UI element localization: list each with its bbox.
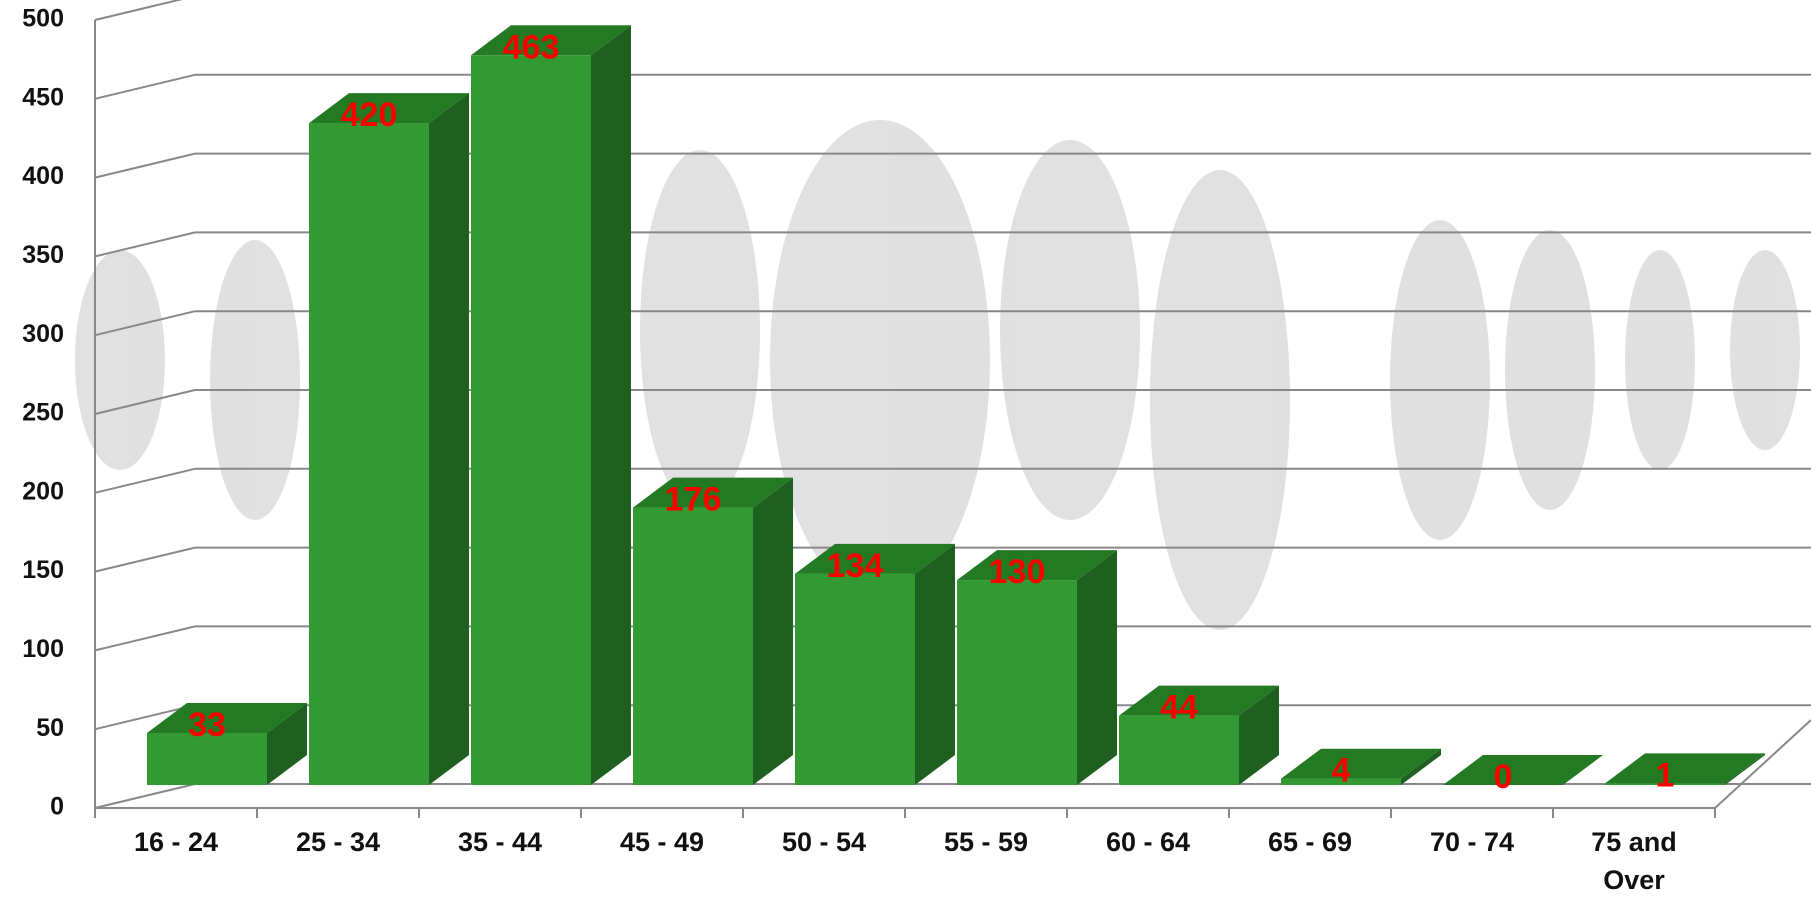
y-tick-label: 250 <box>22 399 64 427</box>
value-label: 134 <box>827 547 884 585</box>
bar-top <box>1119 685 1279 716</box>
bar <box>633 477 793 785</box>
bar-side <box>915 543 955 785</box>
grid-line-side <box>94 73 196 100</box>
grid-line-side <box>94 231 196 258</box>
x-tick-label: 75 and Over <box>1591 827 1677 895</box>
x-tick-label: 60 - 64 <box>1105 827 1191 857</box>
grid-line-side <box>94 625 196 652</box>
x-tick-label: 45 - 49 <box>619 827 705 857</box>
value-label: 1 <box>1656 756 1675 794</box>
bar <box>1443 755 1603 785</box>
x-tick-label: 50 - 54 <box>781 827 867 857</box>
bar-top <box>471 25 631 56</box>
bar-front <box>957 580 1077 785</box>
bar-front <box>471 55 591 785</box>
bar-top <box>309 93 469 124</box>
value-label: 463 <box>503 28 560 66</box>
bar-front <box>147 732 267 785</box>
value-label: 130 <box>989 553 1046 591</box>
bar-side <box>591 25 631 785</box>
grid-line-side <box>94 467 196 494</box>
grid-line-side <box>94 704 196 731</box>
floor-edge <box>1714 719 1811 809</box>
y-tick-label: 450 <box>22 83 64 111</box>
value-label: 0 <box>1494 758 1513 796</box>
bar-side <box>1077 550 1117 785</box>
grid-line-side <box>94 389 196 415</box>
y-tick-label: 350 <box>22 241 64 269</box>
bar-top <box>147 702 307 733</box>
x-tick-label: 55 - 59 <box>943 827 1029 857</box>
value-label: 4 <box>1332 752 1351 790</box>
background-silhouettes <box>75 120 1800 630</box>
x-tick-label: 35 - 44 <box>457 827 543 857</box>
value-label: 420 <box>341 96 398 134</box>
bar <box>471 25 631 785</box>
bar-side <box>267 702 307 785</box>
grid-line-side <box>94 783 196 809</box>
bar-top <box>795 543 955 574</box>
grid-line-side <box>94 310 196 337</box>
bar-front <box>1605 783 1725 785</box>
bar <box>1119 685 1279 785</box>
x-tick-label: 65 - 69 <box>1267 827 1353 857</box>
bar-side <box>1725 753 1765 785</box>
bar-side <box>1401 748 1441 785</box>
y-tick-label: 150 <box>22 556 64 584</box>
bar-side <box>429 93 469 785</box>
x-tick-label: 70 - 74 <box>1429 827 1515 857</box>
bar-front <box>1281 778 1401 785</box>
bar-top <box>1443 755 1603 785</box>
y-tick-label: 50 <box>36 714 64 742</box>
y-tick-label: 100 <box>22 635 64 663</box>
y-tick-label: 500 <box>22 5 64 33</box>
bar <box>147 702 307 785</box>
y-tick-label: 0 <box>50 793 64 821</box>
bar-front <box>795 573 915 785</box>
y-tick-label: 300 <box>22 320 64 348</box>
bar-front <box>633 507 753 785</box>
y-tick-label: 200 <box>22 477 64 505</box>
x-tick-label: 16 - 24 <box>133 827 219 857</box>
bar <box>1281 748 1441 785</box>
x-tick-label: 25 - 34 <box>295 827 381 857</box>
value-label: 33 <box>188 706 226 744</box>
grid-line-side <box>94 152 196 179</box>
bar-front <box>309 123 429 785</box>
bar-top <box>633 477 793 508</box>
bar-top <box>1605 753 1765 784</box>
bar <box>795 543 955 785</box>
grid-line-side <box>94 0 183 21</box>
value-label: 44 <box>1160 689 1198 727</box>
bar <box>309 93 469 785</box>
bar-front <box>1119 715 1239 785</box>
bar-side <box>753 477 793 785</box>
bar <box>1605 753 1765 785</box>
y-tick-label: 400 <box>22 162 64 190</box>
bar <box>957 550 1117 785</box>
bar-top <box>957 550 1117 581</box>
bar-side <box>1239 685 1279 785</box>
grid-line-side <box>94 546 196 573</box>
value-label: 176 <box>665 481 722 519</box>
bar-top <box>1281 748 1441 779</box>
